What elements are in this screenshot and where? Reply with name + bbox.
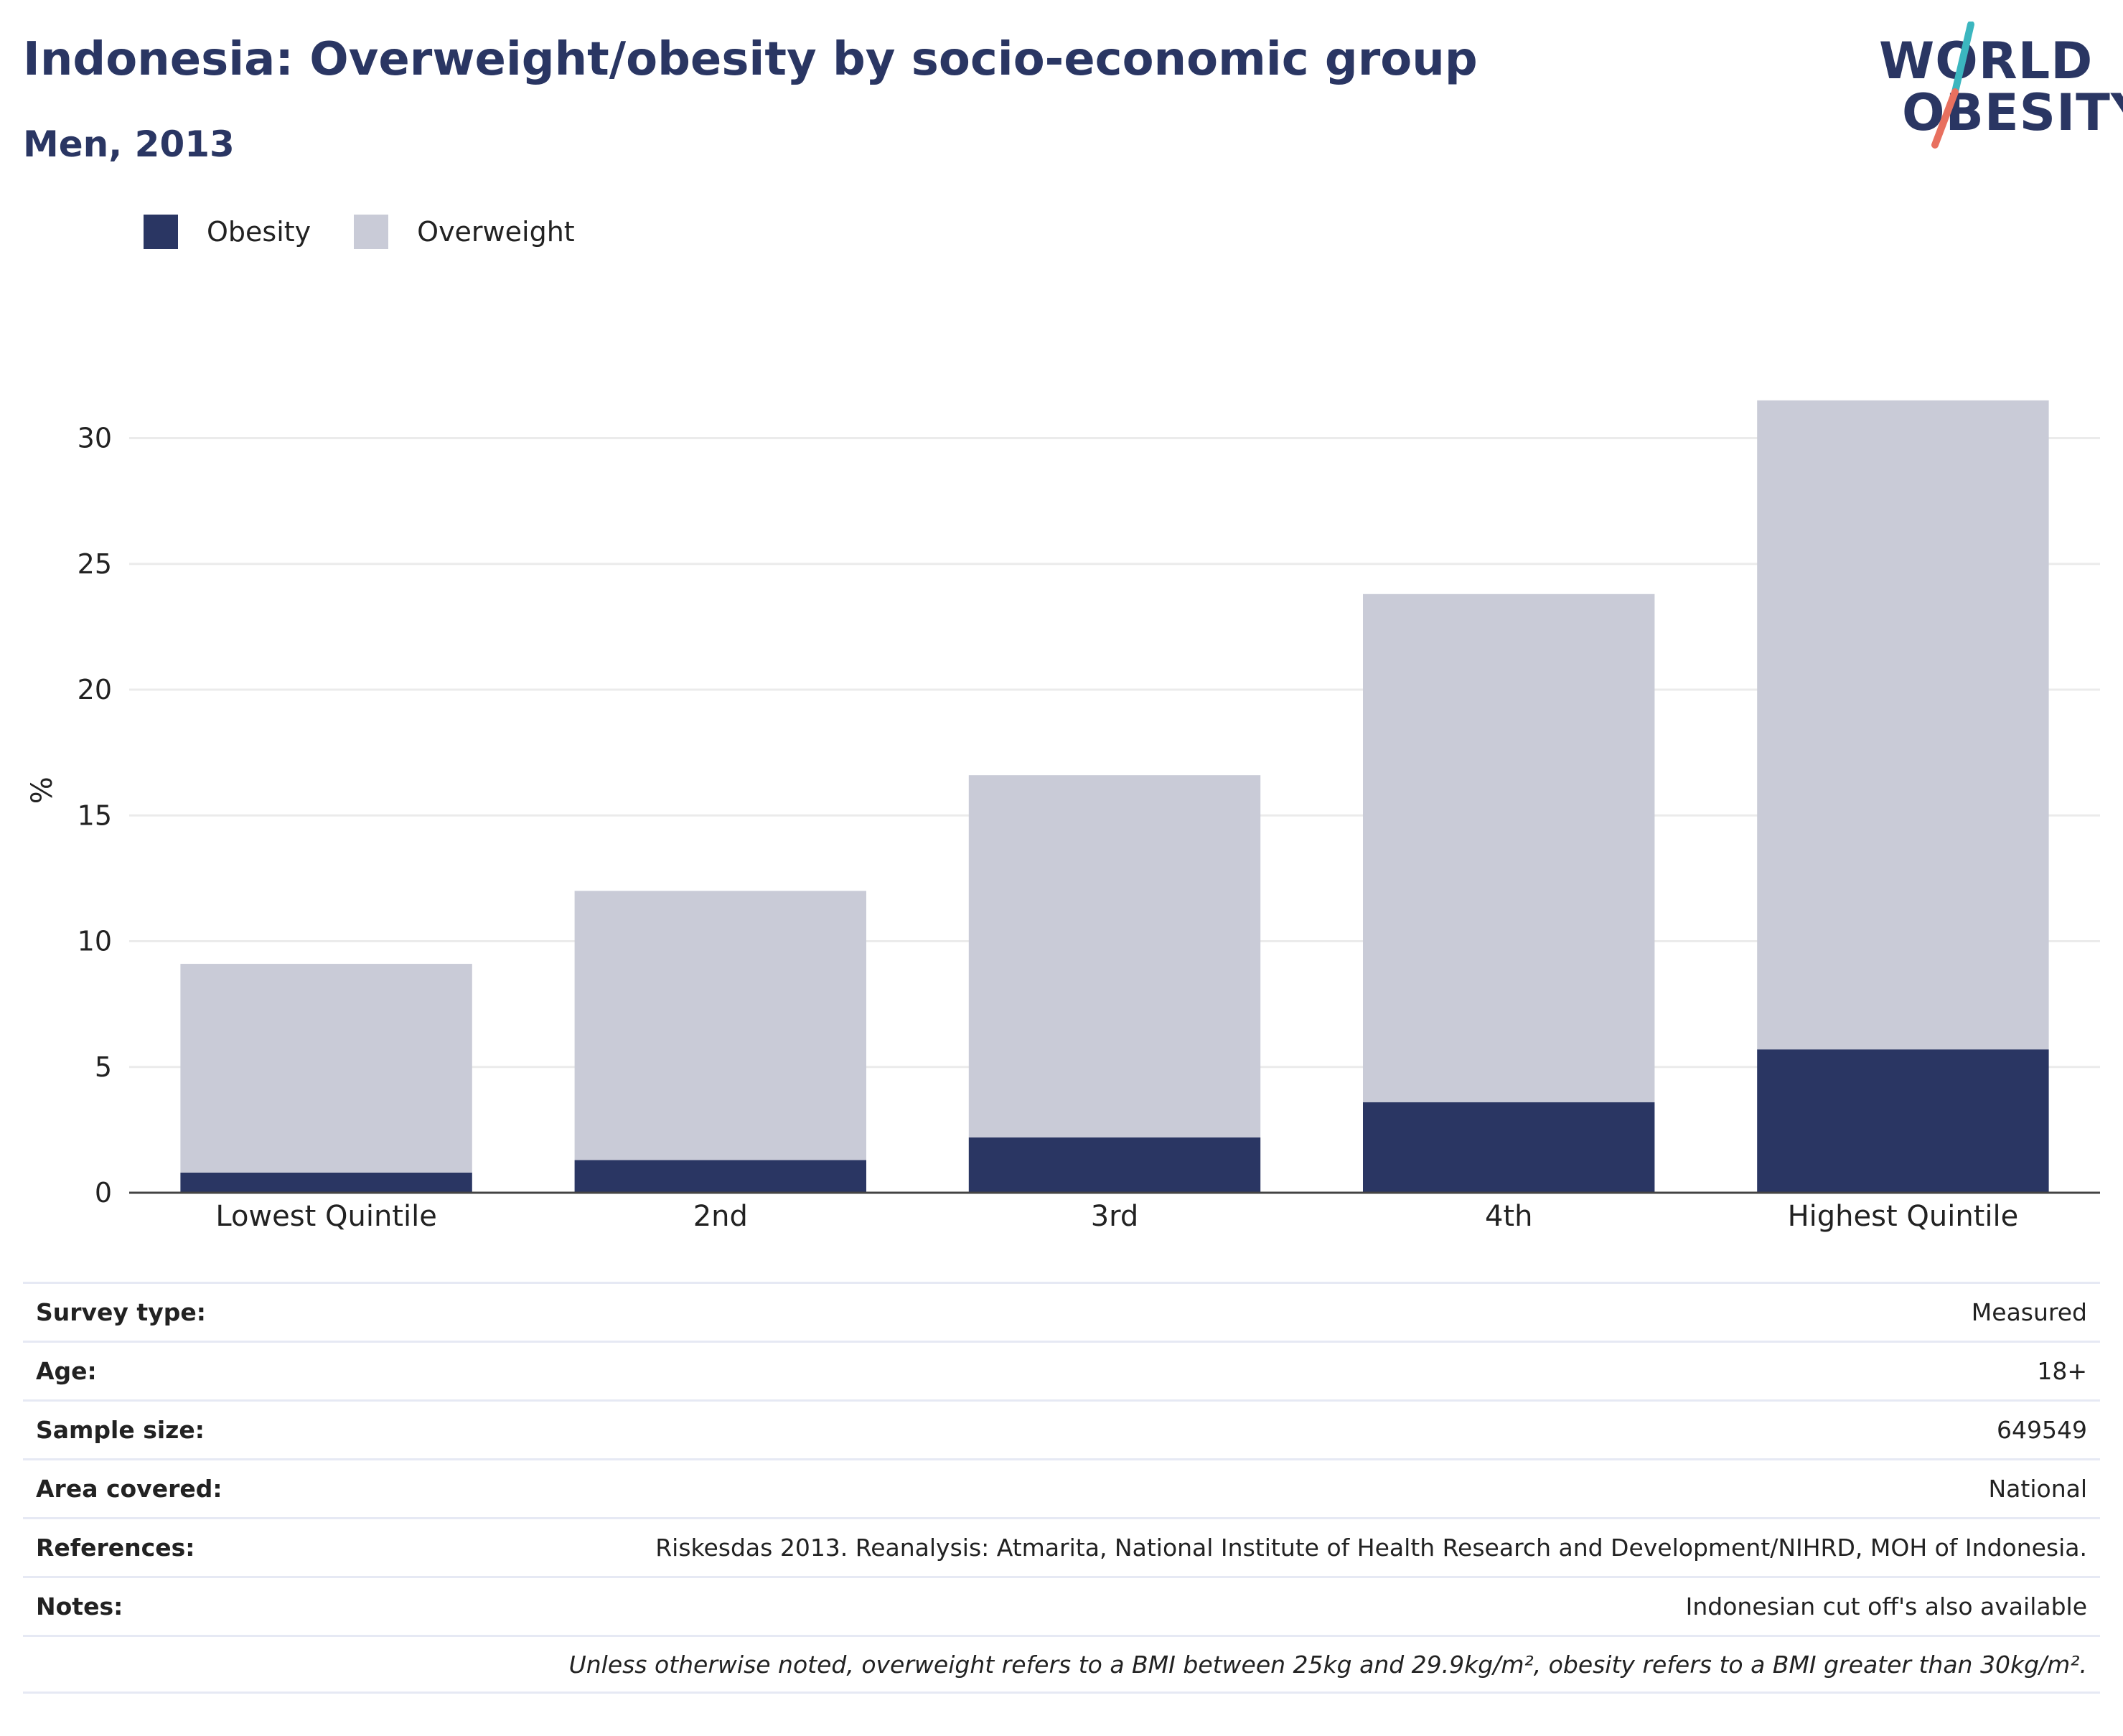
axes: 0 5 10 15 20 25 30% Lowest Quintile 2nd 3rd 4th Hig… <box>26 423 2100 1233</box>
meta-value: Riskesdas 2013. Reanalysis: Atmarita, Na… <box>655 1534 2087 1562</box>
y-axis-label: % <box>26 776 59 804</box>
meta-label: Sample size: <box>36 1416 205 1444</box>
meta-label: Age: <box>36 1357 97 1385</box>
x-tick-label: 4th <box>1485 1200 1532 1233</box>
y-tick-label: 25 <box>78 548 112 580</box>
x-tick-label: 3rd <box>1091 1200 1139 1233</box>
legend-item-obesity: Obesity <box>144 215 311 249</box>
meta-label: References: <box>36 1534 195 1562</box>
meta-value: Measured <box>1971 1298 2087 1326</box>
legend-swatch-obesity <box>144 215 178 249</box>
meta-row-survey-type: Survey type: Measured <box>23 1282 2100 1341</box>
bmi-footnote: Unless otherwise noted, overweight refer… <box>23 1635 2100 1694</box>
bars <box>180 400 2049 1193</box>
bar-obesity-4 <box>1757 1049 2049 1193</box>
meta-label: Notes: <box>36 1592 123 1620</box>
meta-label: Survey type: <box>36 1298 206 1326</box>
y-tick-label: 30 <box>78 423 112 454</box>
y-tick-label: 15 <box>78 799 112 831</box>
bar-overweight-1 <box>574 891 867 1160</box>
meta-value: 18+ <box>2037 1357 2087 1385</box>
y-tick-label: 10 <box>78 926 112 957</box>
meta-value: 649549 <box>1997 1416 2087 1444</box>
meta-value: Indonesian cut off's also available <box>1685 1592 2087 1620</box>
logo-line-1: WORLD <box>1879 32 2094 90</box>
page-subtitle: Men, 2013 <box>23 123 235 165</box>
meta-label: Area covered: <box>36 1475 222 1503</box>
legend-swatch-overweight <box>354 215 389 249</box>
bar-chart: 0 5 10 15 20 25 30% Lowest Quintile 2nd 3rd 4th Hig… <box>26 400 2100 1233</box>
meta-row-references: References: Riskesdas 2013. Reanalysis: … <box>23 1517 2100 1576</box>
legend-label-overweight: Overweight <box>417 216 575 248</box>
survey-details-table: Survey type: Measured Age: 18+ Sample si… <box>23 1282 2100 1694</box>
x-tick-label: 2nd <box>693 1200 748 1233</box>
meta-row-area-covered: Area covered: National <box>23 1458 2100 1517</box>
chart-legend: Obesity Overweight <box>144 214 618 250</box>
x-tick-label: Highest Quintile <box>1788 1200 2019 1233</box>
bar-overweight-4 <box>1757 400 2049 1050</box>
world-obesity-logo: WORLD OBESITY <box>1866 22 2123 151</box>
legend-label-obesity: Obesity <box>207 216 311 248</box>
meta-row-age: Age: 18+ <box>23 1341 2100 1399</box>
x-tick-label: Lowest Quintile <box>215 1200 436 1233</box>
page-title: Indonesia: Overweight/obesity by socio-e… <box>23 33 1478 86</box>
y-tick-label: 0 <box>95 1177 112 1209</box>
meta-row-sample-size: Sample size: 649549 <box>23 1399 2100 1458</box>
bar-obesity-1 <box>574 1160 867 1193</box>
y-tick-label: 5 <box>95 1051 112 1083</box>
bar-obesity-0 <box>180 1172 472 1193</box>
bar-overweight-3 <box>1362 593 1655 1102</box>
bar-obesity-2 <box>968 1137 1261 1193</box>
meta-row-notes: Notes: Indonesian cut off's also availab… <box>23 1576 2100 1635</box>
y-tick-label: 20 <box>78 674 112 705</box>
logo-slash-icon <box>1931 22 1974 149</box>
bar-overweight-2 <box>968 775 1261 1137</box>
bar-obesity-3 <box>1362 1102 1655 1193</box>
meta-value: National <box>1988 1475 2087 1503</box>
bar-overweight-0 <box>180 964 472 1173</box>
legend-item-overweight: Overweight <box>354 215 575 249</box>
